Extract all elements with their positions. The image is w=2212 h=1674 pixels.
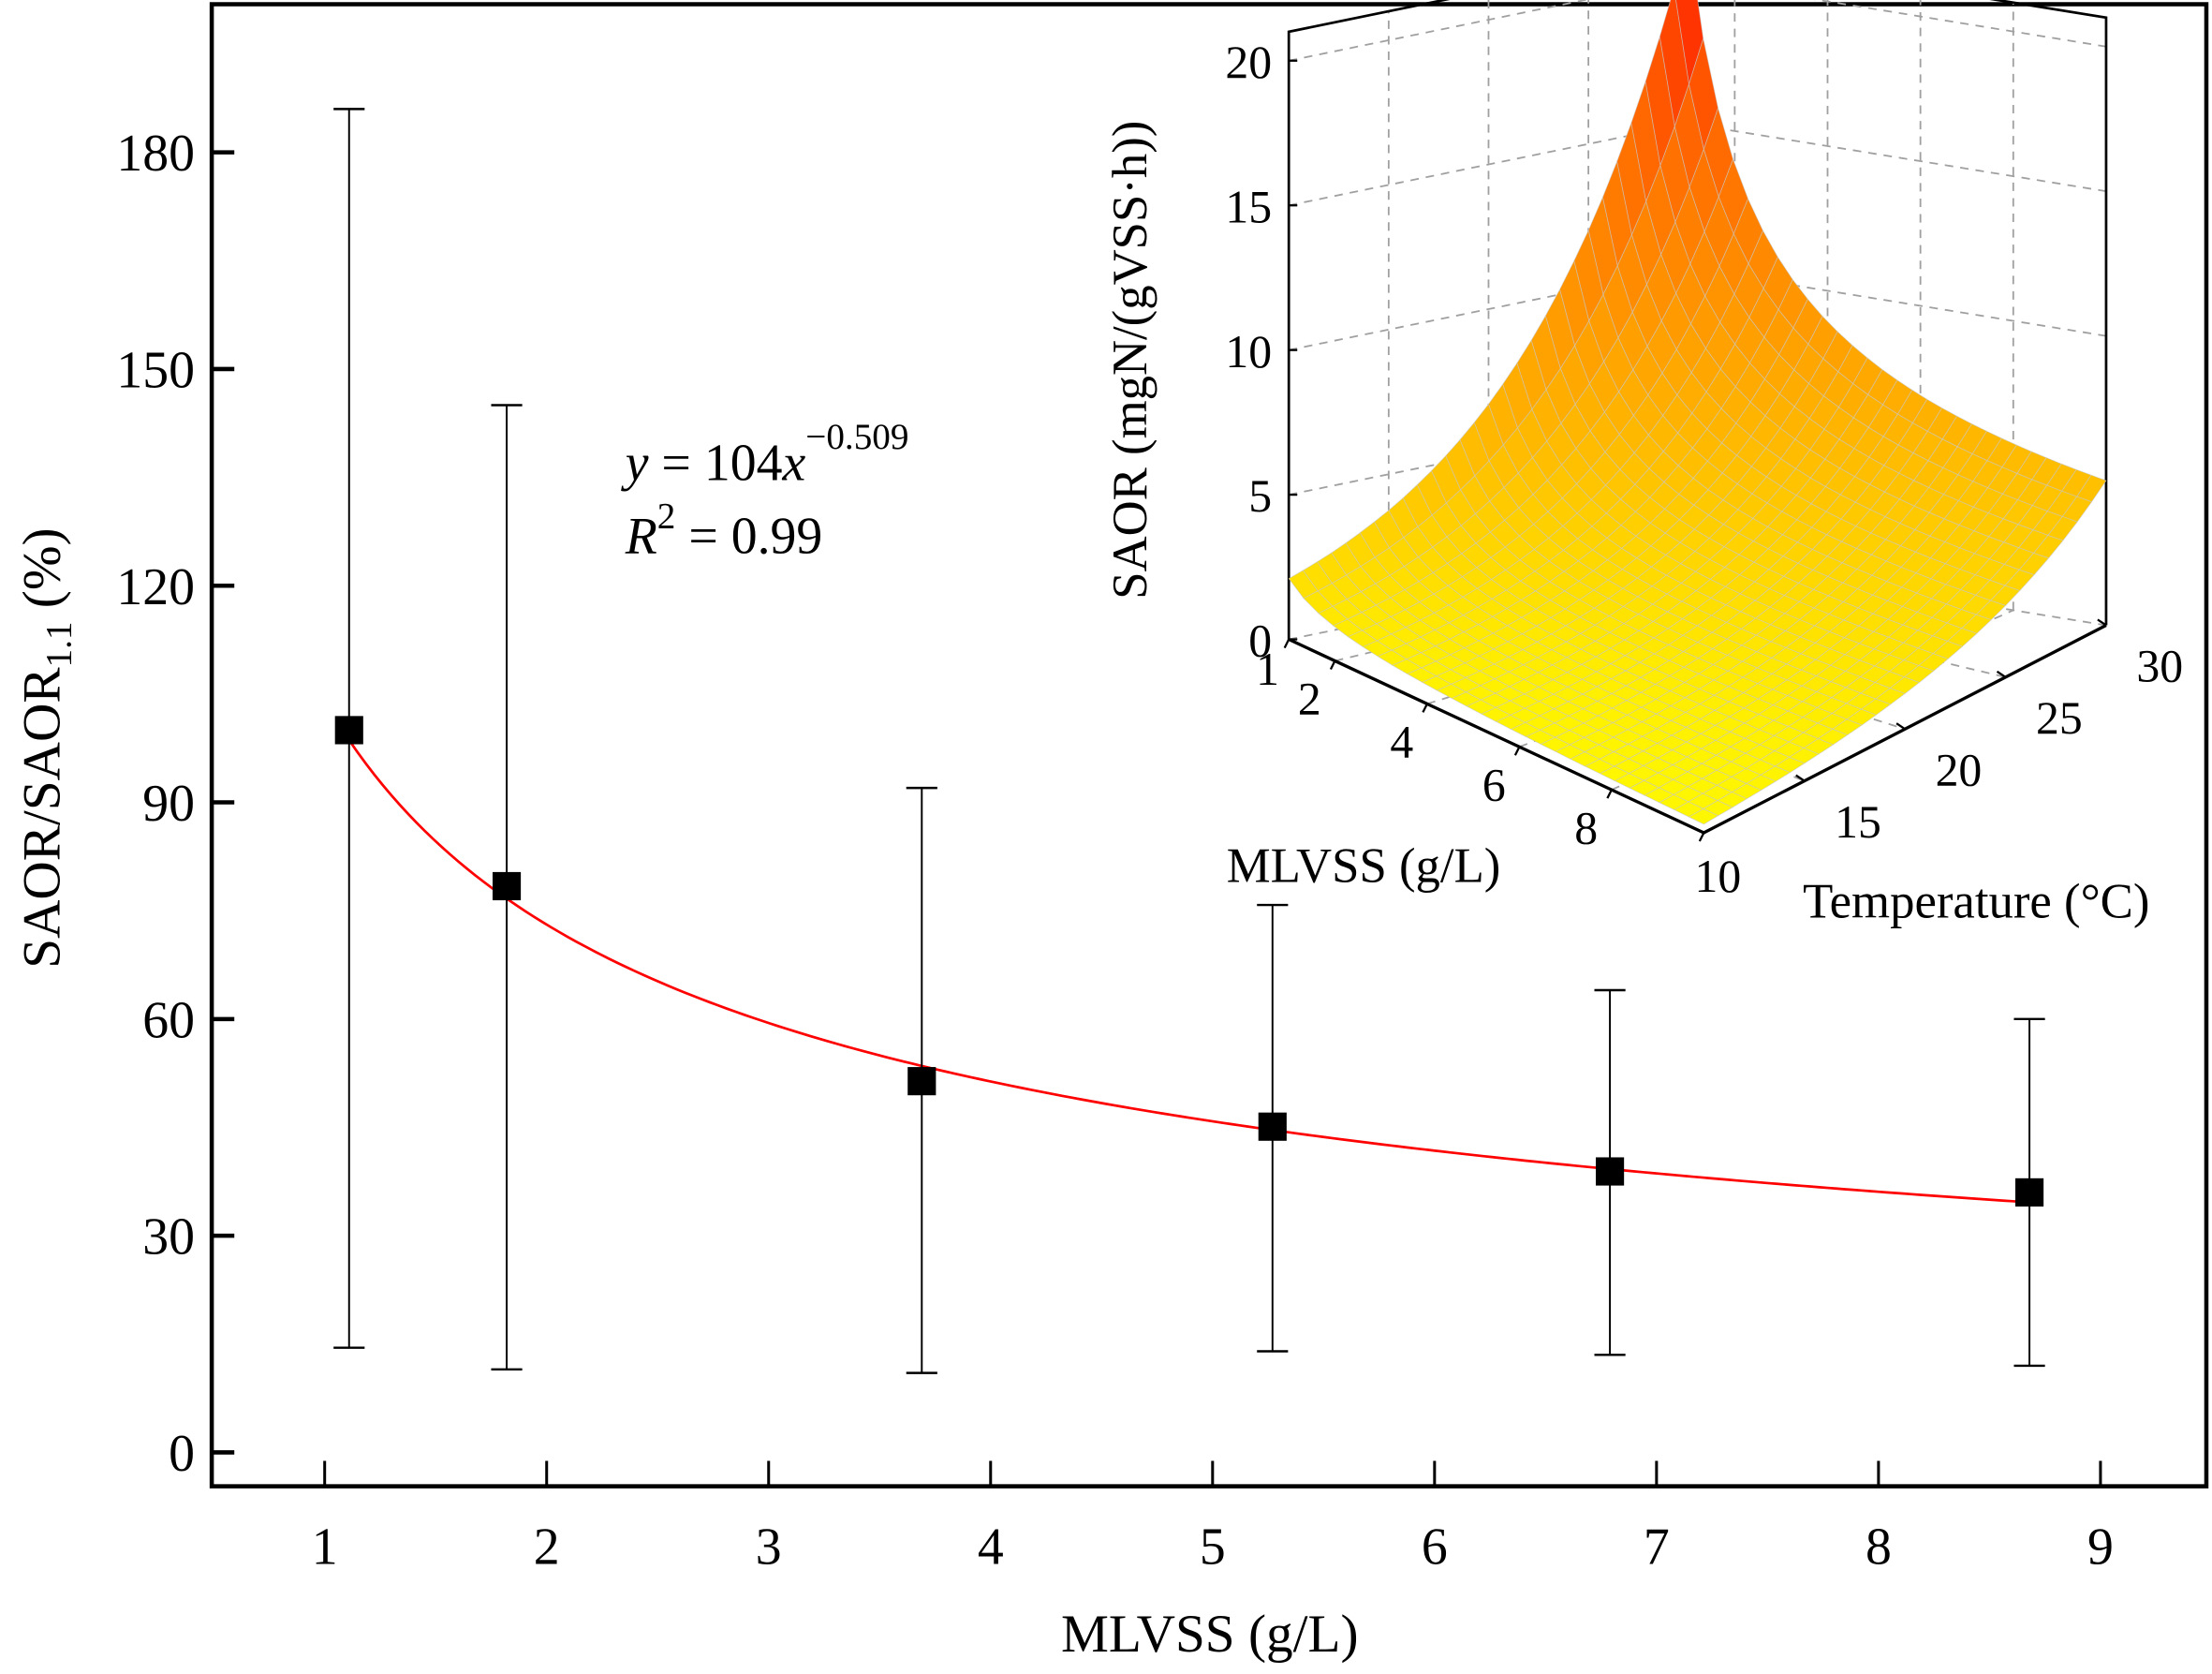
inset-gridline-z (1289, 0, 2107, 62)
y-tick-label: 120 (116, 558, 195, 616)
fit-equation: y = 104x−0.509 (621, 417, 909, 492)
inset-y-tick (1795, 774, 1806, 782)
y-tick-label: 0 (169, 1425, 195, 1483)
data-point-group (1257, 903, 1289, 1353)
inset-y-tick-label: 30 (2136, 641, 2183, 692)
inset-z-axis-label: SAOR (mgN/(gVSS·h)) (1103, 121, 1158, 600)
data-point-group (1594, 988, 1626, 1356)
data-point-group (333, 108, 365, 1349)
inset-x-tick (1513, 746, 1521, 756)
inset-y-tick (1996, 670, 2007, 678)
inset-x-tick (1283, 639, 1290, 649)
inset-z-tick-label: 5 (1248, 470, 1272, 522)
x-tick-label: 3 (756, 1518, 782, 1576)
inset-x-tick (1698, 832, 1705, 842)
inset-y-tick-label: 15 (1835, 796, 1881, 848)
inset-x-tick-label: 8 (1574, 802, 1598, 853)
inset-x-axis-label: MLVSS (g/L) (1227, 839, 1501, 894)
inset-x-tick (1422, 703, 1428, 713)
y-tick-label: 150 (116, 342, 195, 400)
y-axis-label-subscript: 1.1 (38, 622, 79, 668)
data-points (333, 108, 2045, 1374)
inset-y-tick (2097, 618, 2107, 627)
inset-y-axis-label: Temperature (°C) (1803, 874, 2149, 928)
y-axis-label: SAOR/SAOR1.1 (%) (12, 527, 79, 968)
x-tick-label: 6 (1422, 1518, 1448, 1576)
data-point-group (491, 404, 523, 1370)
inset-x-tick-label: 4 (1390, 717, 1413, 768)
inset-x-tick-label: 6 (1482, 760, 1506, 811)
inset-x-tick-label: 2 (1298, 674, 1321, 725)
r-squared: R2 = 0.99 (625, 496, 823, 566)
inset-x-tick-label: 1 (1256, 644, 1279, 695)
data-marker (2014, 1178, 2044, 1207)
x-tick-label: 4 (978, 1518, 1004, 1576)
data-point-group (2013, 1017, 2045, 1368)
inset-surface-cell (2076, 474, 2107, 503)
data-marker (1258, 1112, 1287, 1141)
inset-x-tick-label: 10 (1695, 851, 1742, 902)
inset-x-tick (1606, 789, 1613, 799)
y-tick-label: 180 (116, 125, 195, 183)
fit-curve (347, 739, 2030, 1204)
inset-z-tick-label: 10 (1225, 326, 1272, 378)
data-point-group (906, 786, 937, 1374)
inset-y-tick-label: 20 (1936, 745, 1983, 796)
inset-y-tick-label: 25 (2036, 692, 2083, 744)
inset-y-tick (1895, 722, 1906, 731)
plot-frame (209, 2, 2209, 1489)
x-axis-label: MLVSS (g/L) (1061, 1605, 1359, 1664)
inset-box-frame (1287, 0, 2108, 640)
y-axis-ticks: 0 30 60 90 120 150 180 (116, 125, 235, 1483)
x-tick-label: 9 (2087, 1518, 2114, 1576)
x-tick-label: 7 (1644, 1518, 1670, 1576)
y-tick-label: 30 (142, 1208, 195, 1267)
data-marker (492, 871, 522, 901)
inset-3d-surface-plot: 12 4 6 8 10 15 20 25 30 0 5 10 15 20 SAOR (mgN/(gVSS·… (1103, 0, 2183, 928)
inset-x-tick (1329, 659, 1336, 671)
x-tick-label: 8 (1865, 1518, 1892, 1576)
inset-z-tick-label: 0 (1248, 615, 1272, 667)
x-tick-label: 5 (1200, 1518, 1226, 1576)
inset-surface (1288, 0, 2107, 825)
data-marker (1596, 1157, 1625, 1186)
inset-z-tick-label: 15 (1225, 181, 1272, 232)
x-axis-ticks: 1 2 3 4 5 6 7 8 9 (312, 1460, 2114, 1576)
inset-axes: 12 4 6 8 10 15 20 25 30 0 5 10 15 20 (1225, 37, 2183, 902)
data-marker (334, 716, 363, 745)
x-tick-label: 2 (534, 1518, 560, 1576)
inset-z-tick-label: 20 (1225, 37, 1272, 88)
y-tick-label: 90 (142, 775, 195, 833)
data-marker (907, 1067, 936, 1096)
y-tick-label: 60 (142, 991, 195, 1049)
x-tick-label: 1 (312, 1518, 338, 1576)
